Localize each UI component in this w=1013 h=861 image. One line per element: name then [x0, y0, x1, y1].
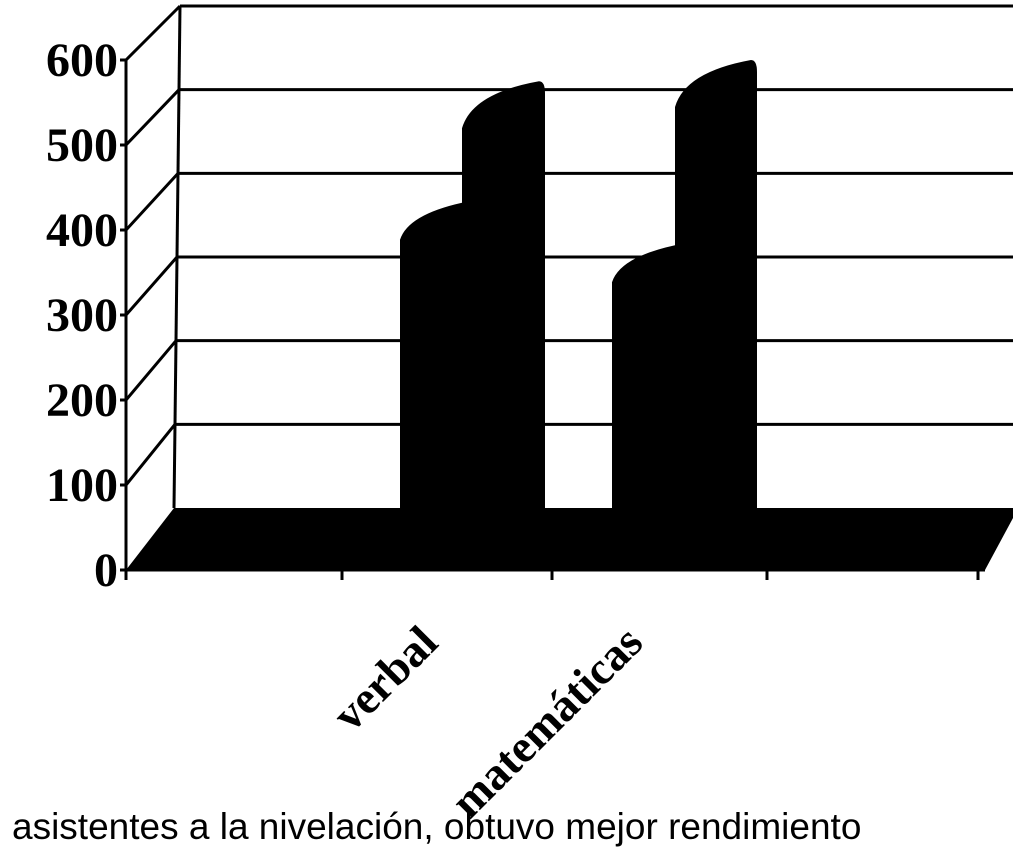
gridlines	[124, 4, 1013, 486]
bar-verbal-front	[400, 202, 462, 510]
y-tick-label: 300	[46, 289, 118, 342]
bar-matemáticas-front	[612, 245, 675, 510]
side-gridline	[124, 339, 178, 401]
bars	[400, 60, 757, 510]
y-tick-label: 500	[46, 119, 118, 172]
y-tick-label: 400	[46, 204, 118, 257]
category-label-verbal: verbal	[322, 616, 447, 741]
side-gridline	[124, 4, 182, 62]
y-tick-label: 100	[46, 459, 118, 512]
floor	[126, 508, 1013, 570]
axes	[124, 60, 985, 572]
side-gridline	[124, 256, 179, 316]
y-tick-label: 0	[94, 544, 118, 597]
bar-matemáticas-back	[675, 60, 757, 510]
y-tick-label: 200	[46, 374, 118, 427]
x-axis-ticks	[124, 570, 980, 580]
floor-plane	[126, 508, 1013, 570]
y-tick-label: 600	[46, 34, 118, 87]
y-axis-ticks: 0 100 200 300 400 500 600	[46, 34, 126, 597]
category-label-matematicas: matemáticas	[441, 616, 652, 827]
bar-verbal-back	[462, 81, 545, 510]
side-gridline	[124, 423, 177, 486]
side-gridline	[124, 88, 181, 147]
side-gridline	[124, 172, 180, 232]
caption-text: asistentes a la nivelación, obtuvo mejor…	[12, 806, 862, 847]
